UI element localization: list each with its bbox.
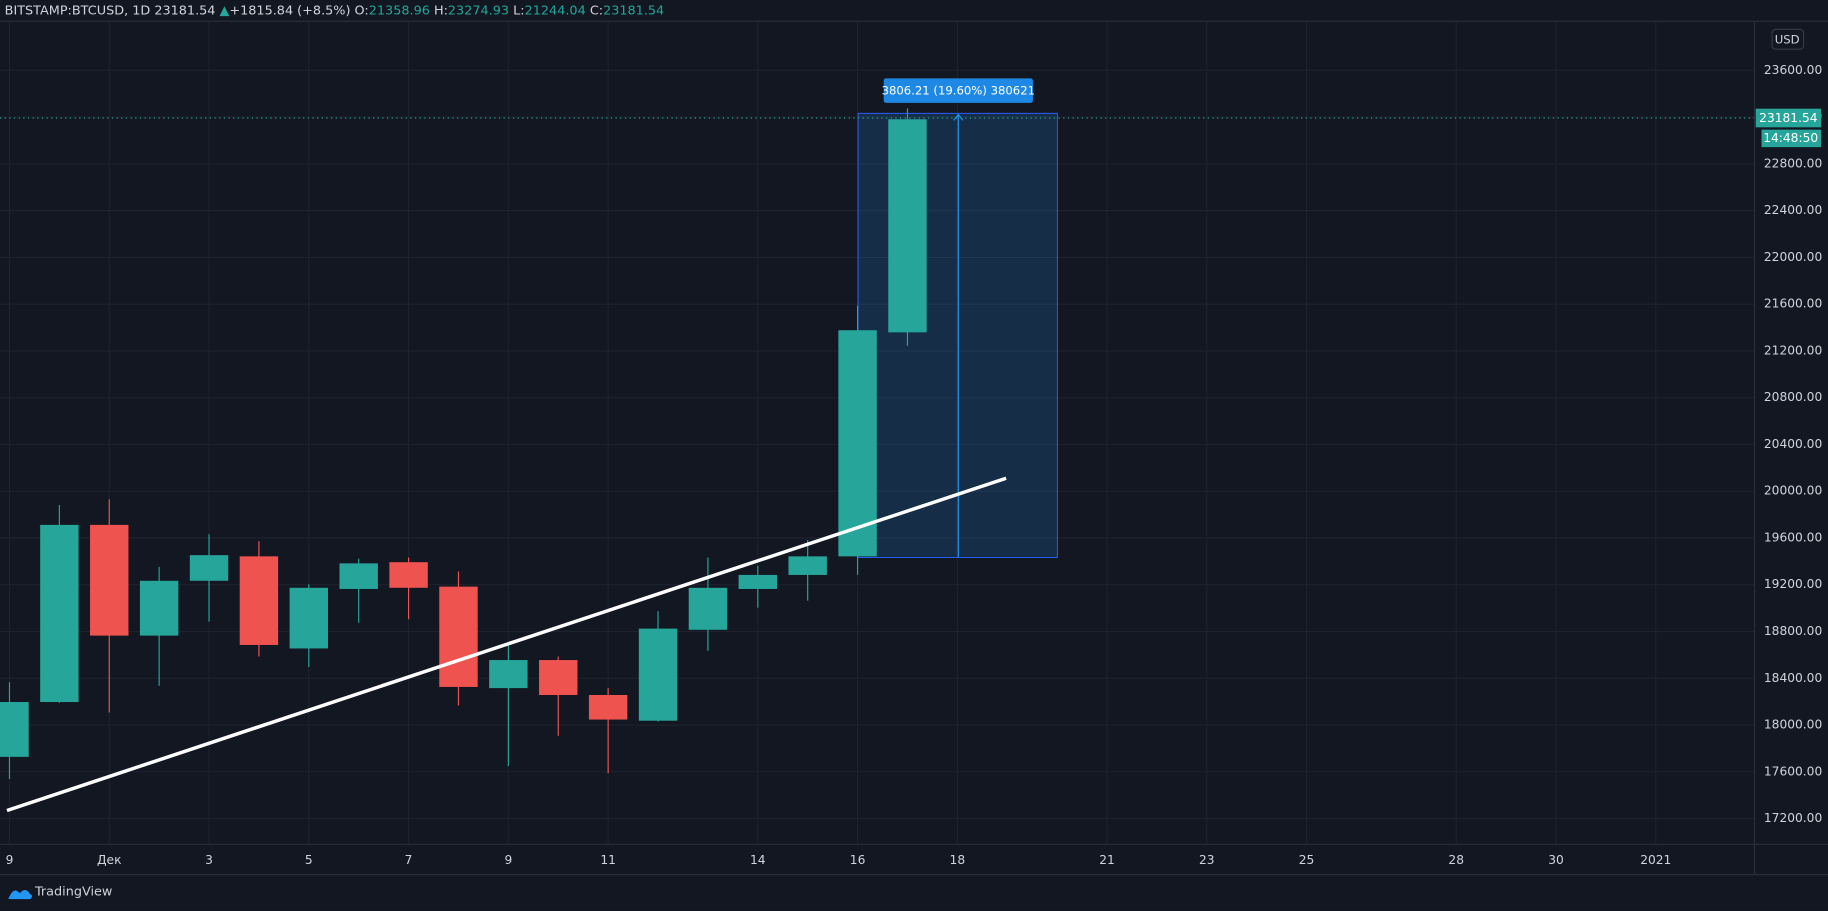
header-o-label: O: (355, 3, 369, 18)
candle-body (40, 524, 79, 703)
logo[interactable] (8, 890, 33, 900)
candle-body (888, 119, 927, 333)
x-tick-label: 30 (1548, 853, 1564, 867)
header-l-label: L: (513, 3, 524, 18)
candles (0, 108, 927, 779)
x-tick-label: 18 (950, 853, 966, 867)
x-tick-label: 23 (1199, 853, 1215, 867)
candle-body (489, 660, 528, 689)
y-tick-label: 20400.00 (1764, 437, 1822, 451)
y-tick-label: 21200.00 (1764, 343, 1822, 357)
currency: USD (1775, 32, 1800, 46)
candle-body (0, 702, 29, 757)
y-tick-label: 20800.00 (1764, 390, 1822, 404)
header-change: +1815.84 (+8.5%) (229, 3, 350, 18)
x-tick-label: Дек (97, 853, 121, 867)
x-tick-label: 9 (504, 853, 512, 867)
y-tick-label: 18800.00 (1764, 624, 1822, 638)
x-tick-label: 14 (750, 853, 766, 867)
header-c-label: C: (590, 3, 603, 18)
y-tick-label: 23600.00 (1764, 63, 1822, 77)
y-tick-label: 18400.00 (1764, 671, 1822, 685)
y-tick-label: 22800.00 (1764, 156, 1822, 170)
x-tick-label: 16 (850, 853, 866, 867)
y-tick-label: 17600.00 (1764, 764, 1822, 778)
candle-body (189, 555, 229, 581)
candle-body (139, 580, 179, 636)
measure-label-box (883, 78, 1033, 103)
countdown-box (1761, 129, 1822, 148)
x-tick-label: 9 (6, 853, 14, 867)
header-close: 23181.54 (603, 3, 664, 18)
x-tick-label: 5 (305, 853, 313, 867)
y-tick-label: 18000.00 (1764, 718, 1822, 732)
price-label: 23181.54 (1759, 111, 1818, 125)
branding[interactable]: TradingView (34, 885, 112, 900)
candle-body (289, 587, 329, 649)
x-tick-label: 25 (1299, 853, 1315, 867)
candle-body (239, 556, 279, 645)
candle-body (638, 628, 678, 721)
y-tick-label: 21600.00 (1764, 297, 1822, 311)
currency-box[interactable] (1771, 28, 1805, 50)
candle-body (738, 574, 778, 589)
candle-body (788, 556, 827, 575)
y-tick-label: 17200.00 (1764, 811, 1822, 825)
header-h-label: H: (434, 3, 448, 18)
header-last: 23181.54 (154, 3, 215, 18)
symbol: BITSTAMP:BTCUSD, 1D (5, 3, 151, 18)
candle-body (90, 524, 129, 636)
candle-body (389, 562, 428, 588)
x-tick-label: 28 (1448, 853, 1464, 867)
y-tick-label: 20000.00 (1764, 484, 1822, 498)
candle-body (688, 587, 728, 630)
candle-body (339, 563, 378, 589)
candle-body (539, 660, 578, 696)
y-tick-label: 19600.00 (1764, 530, 1822, 544)
x-tick-label: 7 (405, 853, 413, 867)
y-tick-label: 19200.00 (1764, 577, 1822, 591)
measure-label: 3806.21 (19.60%) 380621 (882, 84, 1035, 98)
header-high: 23274.93 (448, 3, 509, 18)
y-tick-label: 22000.00 (1764, 250, 1822, 264)
measure-tool[interactable] (857, 112, 1058, 558)
y-tick-label: 22400.00 (1764, 203, 1822, 217)
candle-body (588, 695, 628, 720)
x-tick-label: 2021 (1640, 853, 1671, 867)
candle-body (439, 586, 478, 687)
candle-body (838, 330, 877, 557)
trend-line[interactable] (6, 476, 1007, 813)
countdown: 14:48:50 (1763, 131, 1818, 145)
x-tick-label: 3 (205, 853, 213, 867)
grid (0, 21, 1755, 845)
header-low: 21244.04 (525, 3, 586, 18)
header: BITSTAMP:BTCUSD, 1D 23181.54 ▲+1815.84 (… (5, 3, 665, 18)
header-open: 21358.96 (369, 3, 430, 18)
x-tick-label: 21 (1099, 853, 1115, 867)
header-arrow: ▲ (220, 3, 230, 18)
x-tick-label: 11 (600, 853, 616, 867)
price-label-box (1755, 108, 1822, 128)
